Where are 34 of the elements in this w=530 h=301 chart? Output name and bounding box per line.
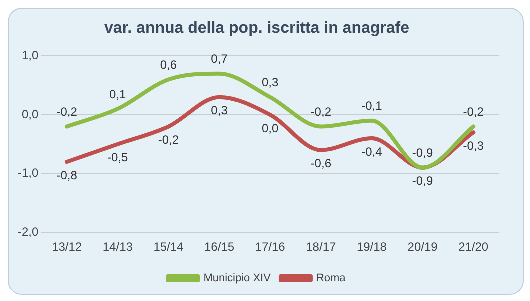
data-label: -0,2 xyxy=(56,105,78,120)
data-label: 0,7 xyxy=(211,52,228,66)
data-label: -0,8 xyxy=(56,168,78,182)
y-tick-label: 1,0 xyxy=(22,48,39,63)
x-tick-label: 18/17 xyxy=(306,240,336,254)
data-label: -0,6 xyxy=(310,156,332,171)
data-label: -0,4 xyxy=(362,144,383,159)
data-label: 0,3 xyxy=(262,76,280,90)
legend-label: Municipio XIV xyxy=(204,272,272,285)
x-tick-label: 17/16 xyxy=(255,240,286,254)
data-label: -0,9 xyxy=(412,146,434,160)
y-tick-label: -2,0 xyxy=(18,224,39,239)
data-label: 0,0 xyxy=(262,121,280,136)
data-label: -0,1 xyxy=(362,99,383,114)
data-label: -0,5 xyxy=(108,150,129,165)
data-label: -0,2 xyxy=(310,105,332,120)
x-tick-label: 20/19 xyxy=(408,240,438,254)
data-label: 0,1 xyxy=(110,87,127,102)
x-tick-label: 19/18 xyxy=(356,240,388,254)
data-label: -0,9 xyxy=(412,174,434,188)
legend-label: Roma xyxy=(316,272,347,285)
data-label: 0,6 xyxy=(160,58,178,72)
y-tick-label: 0,0 xyxy=(22,107,39,122)
x-tick-label: 15/14 xyxy=(154,240,184,254)
chart-title: var. annua della pop. iscritta in anagrafe xyxy=(104,20,410,38)
x-tick-label: 21/20 xyxy=(458,240,489,254)
y-tick-label: -1,0 xyxy=(18,166,39,180)
x-tick-label: 16/15 xyxy=(204,240,235,254)
data-label: -0,3 xyxy=(463,138,484,153)
x-tick-label: 14/13 xyxy=(102,240,134,254)
data-label: 0,3 xyxy=(211,104,228,118)
x-tick-label: 13/12 xyxy=(52,240,82,254)
data-label: -0,2 xyxy=(158,133,180,148)
data-label: -0,2 xyxy=(463,105,484,120)
